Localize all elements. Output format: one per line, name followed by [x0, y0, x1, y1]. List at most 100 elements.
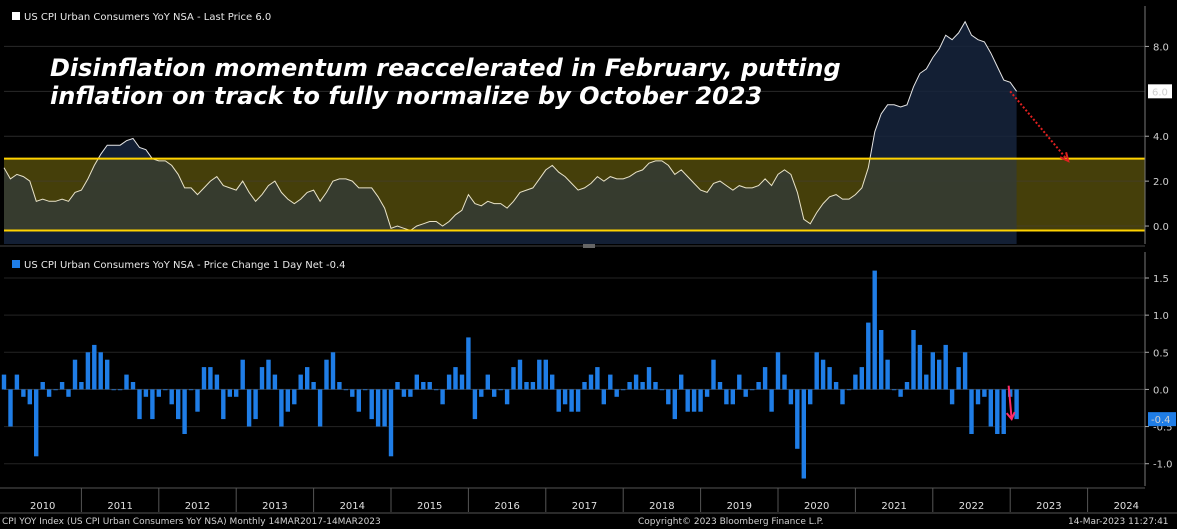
price-change-bar	[588, 374, 594, 390]
price-change-bar	[298, 374, 303, 390]
price-change-bar	[14, 374, 20, 390]
price-change-bar	[672, 389, 677, 420]
price-change-bar	[401, 389, 407, 397]
x-tick-label: 2011	[107, 501, 132, 512]
price-change-bar	[234, 389, 239, 397]
price-change-bar	[169, 389, 174, 405]
top-legend-swatch	[12, 12, 20, 20]
top-y-axis: 0.0 2.0 4.0 8.0	[1144, 6, 1169, 244]
price-change-bar	[446, 374, 452, 390]
price-change-bar	[511, 367, 516, 390]
x-tick-label: 2023	[1036, 501, 1061, 512]
price-change-bar	[408, 389, 413, 397]
price-change-bar	[272, 374, 278, 390]
x-axis: 2010 2011 2012 2013 2014 2015 2016 2017 2018 2019…	[0, 487, 1177, 514]
price-change-bar	[866, 322, 871, 390]
x-tick-label: 2015	[417, 501, 442, 512]
price-change-bar	[930, 352, 935, 390]
bottom-gridlines	[4, 277, 1145, 465]
bottom-y-tick-label: -0.5	[1153, 423, 1173, 434]
bottom-red-arrow	[1005, 385, 1016, 422]
price-change-bar	[150, 389, 155, 420]
price-change-bar	[846, 389, 852, 391]
bottom-y-tick-label: 0.0	[1153, 385, 1169, 396]
top-panel: 0.0 2.0 4.0 8.0 6.0 US CPI Urban Consumers …	[3, 6, 1172, 245]
price-change-bar	[788, 389, 794, 405]
price-change-bar	[679, 374, 684, 390]
price-change-bar	[472, 389, 478, 420]
price-change-bar	[724, 389, 729, 405]
price-change-bar	[46, 389, 52, 397]
price-change-bar	[143, 389, 149, 397]
price-change-bar	[356, 389, 361, 412]
price-change-bar	[801, 389, 806, 479]
price-change-bar	[633, 374, 639, 390]
price-change-bar	[879, 330, 884, 390]
price-change-bar	[427, 382, 432, 390]
top-y-tick-label: 0.0	[1153, 222, 1169, 233]
price-change-bar	[937, 359, 942, 390]
price-change-bar	[285, 389, 290, 412]
price-change-bar	[85, 352, 91, 390]
price-change-bar	[124, 374, 129, 390]
price-change-bar	[621, 389, 626, 391]
price-change-bar	[388, 389, 394, 457]
x-tick-label: 2022	[959, 501, 984, 512]
price-change-bar	[614, 389, 619, 397]
price-change-bar	[421, 382, 426, 390]
price-change-bar	[575, 389, 581, 412]
price-change-bar	[872, 270, 877, 390]
price-change-bar	[317, 389, 323, 427]
price-change-bar	[730, 389, 735, 405]
headline-line-2: inflation on track to fully normalize by…	[50, 82, 762, 110]
price-change-bar	[221, 389, 226, 420]
price-change-bar	[53, 389, 58, 391]
price-change-bar	[782, 374, 787, 390]
footer-timestamp: 14-Mar-2023 11:27:41	[1068, 517, 1169, 527]
bottom-y-tick-label: -1.0	[1153, 460, 1173, 471]
bottom-panel: -1.0 -0.5 0.0 0.5 1.0 1.5 -0.4 US CPI Urban C…	[1, 252, 1176, 486]
price-change-bar	[569, 389, 574, 412]
price-change-bar	[59, 382, 65, 390]
top-legend-text: US CPI Urban Consumers YoY NSA - Last Pr…	[24, 12, 271, 23]
price-change-bar	[808, 389, 813, 405]
price-change-bar	[827, 367, 832, 390]
price-change-bar	[769, 389, 774, 412]
price-change-bar	[762, 367, 768, 390]
price-change-bar	[79, 382, 84, 390]
price-change-bar	[524, 382, 529, 390]
price-change-bar	[666, 389, 671, 405]
panel-splitter-handle[interactable]	[583, 244, 595, 248]
footer-copyright: Copyright© 2023 Bloomberg Finance L.P.	[638, 517, 823, 527]
price-change-bar	[279, 389, 284, 427]
price-change-bar	[414, 374, 419, 390]
price-change-bar	[453, 367, 458, 390]
bottom-y-tick-label: 1.5	[1153, 274, 1169, 285]
price-change-bar	[911, 330, 916, 390]
x-tick-label: 2010	[30, 501, 55, 512]
price-change-bar	[137, 389, 142, 420]
price-change-bar	[163, 389, 168, 391]
price-change-bar	[72, 359, 78, 390]
price-change-bar	[562, 389, 568, 405]
price-change-bar	[646, 367, 652, 390]
top-y-tick-label: 8.0	[1153, 42, 1169, 53]
top-last-value-label: 6.0	[1152, 87, 1168, 98]
price-change-bar	[34, 389, 39, 457]
price-change-bar	[227, 389, 232, 397]
x-tick-label: 2017	[572, 501, 597, 512]
price-change-bar	[195, 389, 200, 412]
price-change-bar	[840, 389, 845, 405]
price-change-bar	[517, 359, 523, 390]
price-change-bar	[375, 389, 381, 427]
price-change-bar	[659, 389, 665, 391]
footer-source: CPI YOY Index (US CPI Urban Consumers Yo…	[2, 517, 381, 527]
target-band-tint	[4, 158, 1145, 231]
cpi-yoy-line	[3, 20, 1018, 232]
price-change-bar	[711, 359, 716, 390]
price-change-bar	[995, 389, 1000, 434]
price-change-bar	[691, 389, 697, 412]
price-change-bar	[292, 389, 297, 405]
x-tick-label: 2019	[727, 501, 752, 512]
bottom-y-axis: -1.0 -0.5 0.0 0.5 1.0 1.5	[1144, 252, 1173, 486]
